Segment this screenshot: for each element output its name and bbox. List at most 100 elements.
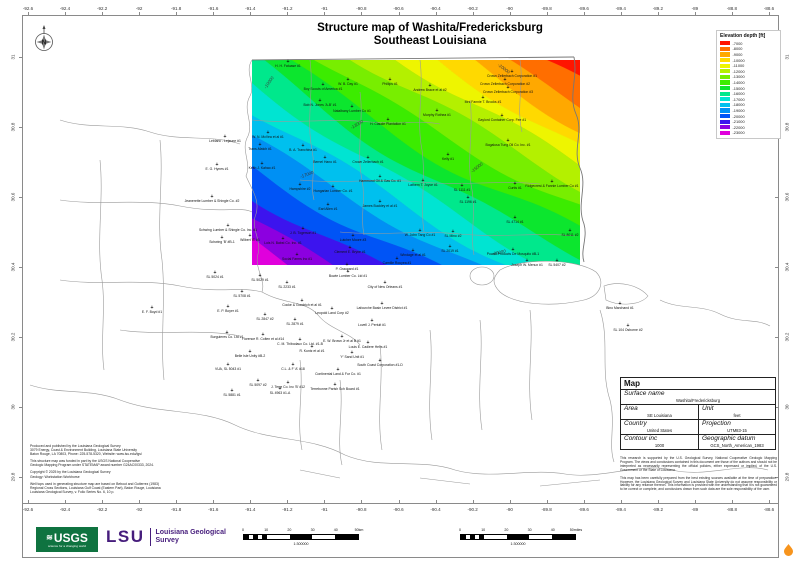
well-cross-icon: + <box>286 59 290 65</box>
tick-mark <box>546 11 548 15</box>
scalebar-segment <box>262 534 267 539</box>
tick-mark <box>694 499 696 503</box>
legend-entry: -20000 <box>720 113 777 119</box>
lon-tick-label: -89.4 <box>615 6 626 11</box>
legend-swatch <box>720 102 730 107</box>
well-cross-icon: + <box>301 143 305 149</box>
contour-band <box>437 60 580 144</box>
well-label: Continental Land & Fur Co. #1 <box>315 371 361 376</box>
well-marker: + SL 2879 #1 <box>286 318 303 326</box>
legend-entry: -15000 <box>720 85 777 91</box>
legend-swatch <box>720 91 730 96</box>
well-marker: + Lafourche Basin Levee District #1 <box>357 302 408 310</box>
tick-mark <box>398 11 400 15</box>
well-marker: + Lois N. Babst Co. Inc. #1 <box>264 237 302 245</box>
usgs-wordmark: USGS <box>53 530 88 545</box>
scalebar-bar <box>243 533 359 540</box>
well-marker: + Murphy Rothea #1 <box>423 108 451 117</box>
info-row-contour-datum: Contour inc 1000 Geographic datum GCS_No… <box>621 435 775 449</box>
usgs-logo: ≋ USGS science for a changing world <box>36 527 98 552</box>
legend-entry: -17000 <box>720 96 777 102</box>
credits-block: Produced and published by the Louisiana … <box>30 444 240 497</box>
lon-tick-label: -89.6 <box>578 506 589 512</box>
disclaimer-support: This research is supported by the U.S. G… <box>620 456 777 472</box>
legend-value: -14000 <box>732 79 745 85</box>
well-cross-icon: + <box>226 304 230 310</box>
well-marker: + SL 5407 #2 <box>548 259 565 267</box>
unit-label: Unit <box>702 405 714 412</box>
lon-tick-label: -89.2 <box>652 6 663 11</box>
credits-publisher: Produced and published by the Louisiana … <box>30 444 142 457</box>
well-cross-icon: + <box>336 367 340 373</box>
well-label: Lathern T. Joyce #1 <box>408 182 438 187</box>
well-marker: + Crown Zellerbach Corporation #3 <box>483 86 533 94</box>
well-marker: + Andrew Brace et al #2 <box>413 84 446 92</box>
well-marker: + SL 4963 #1-A <box>270 387 291 395</box>
info-surface-row: Surface name Washita/Fredericksburg <box>621 390 775 405</box>
scalebar-tick-label: 0 <box>242 528 244 532</box>
scalebar-tick-label: 40 <box>550 528 555 532</box>
tick-mark <box>657 11 659 15</box>
well-marker: + Powell Products De Mosquito #B-1 <box>487 247 539 256</box>
legend-entry: -19000 <box>720 108 777 114</box>
lon-tick-label: -92 <box>135 506 143 512</box>
well-cross-icon: + <box>506 138 510 144</box>
scale-ratio: 1:300000 <box>510 542 526 546</box>
well-label: Boy Scouts of America #1 <box>303 86 343 91</box>
well-label: Social Farms Inc #1 <box>282 256 312 261</box>
scalebar-tick-label: 10 <box>481 528 486 532</box>
well-label: Lutcher Moore #3 <box>339 237 367 242</box>
usgs-wave-icon: ≋ <box>46 532 53 542</box>
well-label: Keith J. Kahao #1 <box>248 165 276 170</box>
contour-bands <box>252 60 580 265</box>
lon-tick-label: -91.2 <box>282 6 293 11</box>
well-label: Leopold Land Corp #2 <box>315 310 349 315</box>
well-marker: + SL 5708 #1 <box>233 290 250 298</box>
lat-tick-label: 31 <box>784 54 790 60</box>
legend-swatch <box>720 74 730 79</box>
well-cross-icon: + <box>266 130 270 136</box>
lat-tick-label: 29.8 <box>784 472 790 482</box>
well-marker: + Kelly #1 <box>441 153 455 161</box>
well-marker: + SL 5097 #2 <box>249 379 266 387</box>
well-marker: + Bino Marchand #1 <box>606 302 634 310</box>
well-cross-icon: + <box>513 215 517 221</box>
well-marker: + VUA, SL 5043 #1 <box>215 363 241 371</box>
well-marker: + Burguieres Co. Ltd #1 <box>211 331 244 339</box>
lon-tick-label: -89.8 <box>541 6 552 11</box>
well-cross-icon: + <box>301 226 305 232</box>
lon-tick-label: -90.8 <box>356 6 367 11</box>
legend-swatch <box>720 69 730 74</box>
well-marker: + Hungarian Lumber Co. #1 <box>313 185 352 193</box>
well-label: South Coast Corporation #1-D <box>357 362 403 367</box>
well-marker: + Schwing Lumber & Shingle Co. Inc. #1 <box>199 224 257 232</box>
map-title-block: Structure map of Washita/Fredericksburg … <box>255 22 605 48</box>
lon-tick-label: -89.6 <box>578 6 589 11</box>
tick-mark <box>102 499 104 503</box>
lon-tick-label: -90 <box>506 506 513 512</box>
country-value: United States <box>646 427 673 433</box>
well-marker: + SL 5881 #1 <box>223 389 240 397</box>
well-cross-icon: + <box>550 179 554 185</box>
well-cross-icon: + <box>298 182 302 188</box>
well-label: Kelly #1 <box>441 156 455 161</box>
datum-label: Geographic datum <box>702 435 756 442</box>
well-cross-icon: + <box>411 248 415 254</box>
well-marker: + Mrs Fannie T. Brooks #1 <box>465 96 502 104</box>
well-cross-icon: + <box>346 77 350 83</box>
tick-mark <box>28 11 29 15</box>
usgs-tagline: science for a changing world <box>47 543 87 548</box>
well-label: Crown Zellerbach Corporation #1 <box>487 73 537 78</box>
well-marker: + Bowie Lumber Co. Ltd #1 <box>329 270 367 278</box>
well-cross-icon: + <box>435 108 439 114</box>
well-cross-icon: + <box>370 318 374 324</box>
well-marker: + Crown Zellerbach Corporation #1 <box>487 70 537 78</box>
well-label: E. F. Boyd #1 <box>141 309 163 314</box>
well-marker: + SL 8011 #2 <box>562 229 579 237</box>
well-label: Belle Isle Unity #B-2 <box>234 353 266 358</box>
well-marker: + Wilbert 'B' #1 <box>240 234 260 242</box>
well-cross-icon: + <box>511 247 515 253</box>
well-label: Bernel Hano #1 <box>313 159 337 164</box>
lon-tick-label: -89.2 <box>652 506 663 512</box>
lon-tick-label: -92.4 <box>59 506 71 512</box>
